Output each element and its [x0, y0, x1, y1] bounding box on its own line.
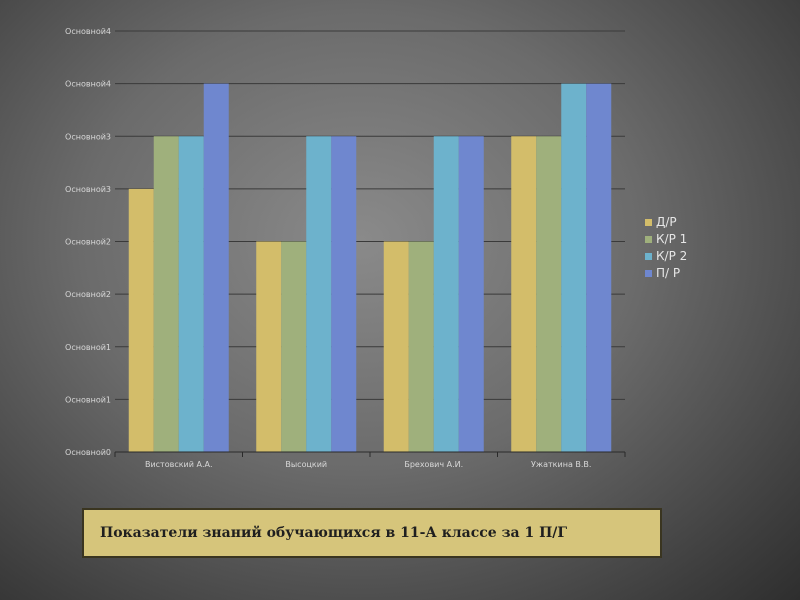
chart-caption: Показатели знаний обучающихся в 11-А кла… [100, 525, 568, 541]
bar [586, 83, 612, 452]
legend-label: Д/Р [656, 215, 677, 229]
bar [408, 241, 434, 452]
bar [153, 136, 179, 452]
y-tick-label: Основной4 [65, 27, 111, 36]
x-category-label: Вистовский А.А. [145, 460, 213, 469]
x-category-label: Ужаткина В.В. [531, 460, 591, 469]
x-category-label: Высоцкий [285, 460, 327, 469]
bar [433, 136, 459, 452]
bar [331, 136, 357, 452]
bar [536, 136, 562, 452]
y-tick-label: Основной3 [65, 132, 111, 141]
bar [511, 136, 537, 452]
bar-chart: Основной0 Основной1 Основной1 Основной2 Осно… [65, 27, 687, 469]
legend-label: К/Р 1 [656, 232, 687, 246]
bar [561, 83, 587, 452]
caption-box: Показатели знаний обучающихся в 11-А кла… [82, 508, 662, 558]
bar [178, 136, 204, 452]
bar [306, 136, 332, 452]
y-tick-label: Основной2 [65, 290, 111, 299]
bars [128, 83, 612, 452]
y-tick-label: Основной1 [65, 343, 111, 352]
legend-swatch [645, 253, 652, 260]
y-tick-label: Основной3 [65, 185, 111, 194]
y-tick-label: Основной0 [65, 448, 111, 457]
legend-label: П/ Р [656, 266, 680, 280]
legend-swatch [645, 270, 652, 277]
legend: Д/Р К/Р 1 К/Р 2 П/ Р [645, 215, 687, 280]
bar [383, 241, 409, 452]
bar [281, 241, 307, 452]
legend-swatch [645, 236, 652, 243]
x-axis: Вистовский А.А. Высоцкий Брехович А.И. Ужат… [114, 451, 626, 469]
bar [128, 188, 154, 452]
bar [203, 83, 229, 452]
y-tick-label: Основной1 [65, 395, 111, 404]
legend-swatch [645, 219, 652, 226]
legend-label: К/Р 2 [656, 249, 687, 263]
y-tick-label: Основной2 [65, 238, 111, 247]
bar [458, 136, 484, 452]
bar [256, 241, 282, 452]
x-category-label: Брехович А.И. [404, 460, 463, 469]
y-tick-label: Основной4 [65, 80, 111, 89]
y-axis-tick-labels: Основной0 Основной1 Основной1 Основной2 Осно… [65, 27, 111, 457]
